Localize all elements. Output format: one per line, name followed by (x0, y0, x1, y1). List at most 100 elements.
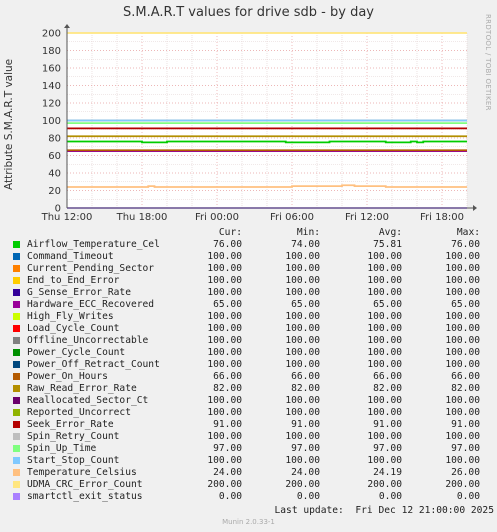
legend-min-value: 200.00 (285, 479, 320, 490)
legend-row: Raw_Read_Error_Rate 82.00 82.00 82.00 82.00 (0, 383, 497, 395)
legend-avg-value: 91.00 (373, 419, 402, 430)
legend-max-value: 100.00 (445, 335, 480, 346)
legend-swatch (13, 469, 20, 476)
y-tick-label: 60 (48, 151, 61, 162)
y-axis-arrow (64, 24, 70, 28)
legend-row: Airflow_Temperature_Cel 76.00 74.00 75.81 76… (0, 239, 497, 251)
x-tick-labels: Thu 12:00 Thu 18:00 Fri 00:00 Fri 06:00 Fri … (41, 212, 464, 223)
legend-swatch (13, 481, 20, 488)
legend-series-name: Power_On_Hours (27, 371, 108, 382)
y-tick-label: 120 (42, 99, 61, 110)
y-tick-label: 160 (42, 64, 61, 75)
legend-series-name: Power_Off_Retract_Count (27, 359, 160, 370)
legend-min-value: 100.00 (285, 251, 320, 262)
legend-row: Power_On_Hours 66.00 66.00 66.00 66.00 (0, 371, 497, 383)
legend-avg-value: 100.00 (367, 347, 402, 358)
legend-series-name: End_to_End_Error (27, 275, 120, 286)
legend-max-value: 66.00 (451, 371, 480, 382)
y-tick-label: 140 (42, 81, 61, 92)
legend-max-value: 91.00 (451, 419, 480, 430)
legend-swatch (13, 265, 20, 272)
legend-max-value: 100.00 (445, 395, 480, 406)
legend-cur-value: 200.00 (207, 479, 242, 490)
col-cur-header: Cur: (218, 227, 242, 238)
legend-min-value: 100.00 (285, 263, 320, 274)
x-tick-label: Fri 12:00 (345, 212, 389, 223)
legend-max-value: 100.00 (445, 431, 480, 442)
legend-cur-value: 65.00 (213, 299, 242, 310)
legend-avg-value: 200.00 (367, 479, 402, 490)
legend-cur-value: 100.00 (207, 431, 242, 442)
legend-cur-value: 100.00 (207, 395, 242, 406)
legend-swatch (13, 361, 20, 368)
legend-cur-value: 100.00 (207, 311, 242, 322)
legend-min-value: 66.00 (291, 371, 320, 382)
legend-swatch (13, 457, 20, 464)
legend-avg-value: 97.00 (373, 443, 402, 454)
legend-series-name: Reported_Uncorrect (27, 407, 131, 418)
legend-max-value: 76.00 (451, 239, 480, 250)
legend-row: Offline_Uncorrectable 100.00 100.00 100.00 1… (0, 335, 497, 347)
legend-min-value: 91.00 (291, 419, 320, 430)
legend-cur-value: 0.00 (218, 491, 242, 502)
legend-min-value: 0.00 (296, 491, 320, 502)
legend-cur-value: 100.00 (207, 287, 242, 298)
legend-max-value: 100.00 (445, 323, 480, 334)
legend-cur-value: 100.00 (207, 275, 242, 286)
legend-cur-value: 100.00 (207, 359, 242, 370)
legend-swatch (13, 277, 20, 284)
series-line-temperature_celsius (67, 184, 467, 188)
y-tick-label: 40 (48, 169, 61, 180)
legend-min-value: 100.00 (285, 287, 320, 298)
legend-series-name: Load_Cycle_Count (27, 323, 120, 334)
legend-row: smartctl_exit_status 0.00 0.00 0.00 0.00 (0, 491, 497, 503)
legend-swatch (13, 493, 20, 500)
legend-series-name: Start_Stop_Count (27, 455, 120, 466)
legend-min-value: 100.00 (285, 455, 320, 466)
legend-max-value: 0.00 (456, 491, 480, 502)
legend-cur-value: 100.00 (207, 251, 242, 262)
legend-row: Power_Off_Retract_Count 100.00 100.00 100.0… (0, 359, 497, 371)
legend-swatch (13, 373, 20, 380)
legend-max-value: 82.00 (451, 383, 480, 394)
x-axis-arrow (473, 205, 477, 211)
x-tick-label: Fri 06:00 (270, 212, 314, 223)
legend-max-value: 100.00 (445, 311, 480, 322)
legend-min-value: 100.00 (285, 359, 320, 370)
legend-avg-value: 82.00 (373, 383, 402, 394)
legend-row: Command_Timeout 100.00 100.00 100.00 100.00 (0, 251, 497, 263)
legend-avg-value: 100.00 (367, 311, 402, 322)
legend-swatch (13, 397, 20, 404)
chart-title: S.M.A.R.T values for drive sdb - by day (123, 5, 374, 20)
col-avg-header: Avg: (378, 227, 402, 238)
col-max-header: Max: (456, 227, 480, 238)
legend-min-value: 100.00 (285, 311, 320, 322)
legend-avg-value: 75.81 (373, 239, 402, 250)
legend-series-name: Hardware_ECC_Recovered (27, 299, 155, 310)
legend-series-name: High_Fly_Writes (27, 311, 114, 322)
legend-cur-value: 100.00 (207, 455, 242, 466)
series-lines (67, 32, 467, 209)
legend-avg-value: 100.00 (367, 359, 402, 370)
x-tick-label: Thu 18:00 (116, 212, 168, 223)
legend-swatch (13, 433, 20, 440)
legend-cur-value: 100.00 (207, 347, 242, 358)
legend-series-name: Temperature_Celsius (27, 467, 137, 478)
legend-avg-value: 100.00 (367, 275, 402, 286)
legend-row: End_to_End_Error 100.00 100.00 100.00 100.00 (0, 275, 497, 287)
y-tick-label: 80 (48, 134, 61, 145)
legend-swatch (13, 241, 20, 248)
x-tick-label: Fri 00:00 (195, 212, 239, 223)
legend-cur-value: 97.00 (213, 443, 242, 454)
legend-swatch (13, 325, 20, 332)
legend-max-value: 100.00 (445, 347, 480, 358)
legend-row: Current_Pending_Sector 100.00 100.00 100.00… (0, 263, 497, 275)
y-tick-label: 100 (42, 116, 61, 127)
last-update: Last update: Fri Dec 12 21:00:00 2025 (274, 505, 495, 516)
y-tick-label: 200 (42, 29, 61, 40)
legend-header: Cur: Min: Avg: Max: (0, 227, 497, 239)
legend-swatch (13, 301, 20, 308)
legend-series-name: smartctl_exit_status (27, 491, 143, 502)
legend-max-value: 100.00 (445, 263, 480, 274)
legend-avg-value: 24.19 (373, 467, 402, 478)
